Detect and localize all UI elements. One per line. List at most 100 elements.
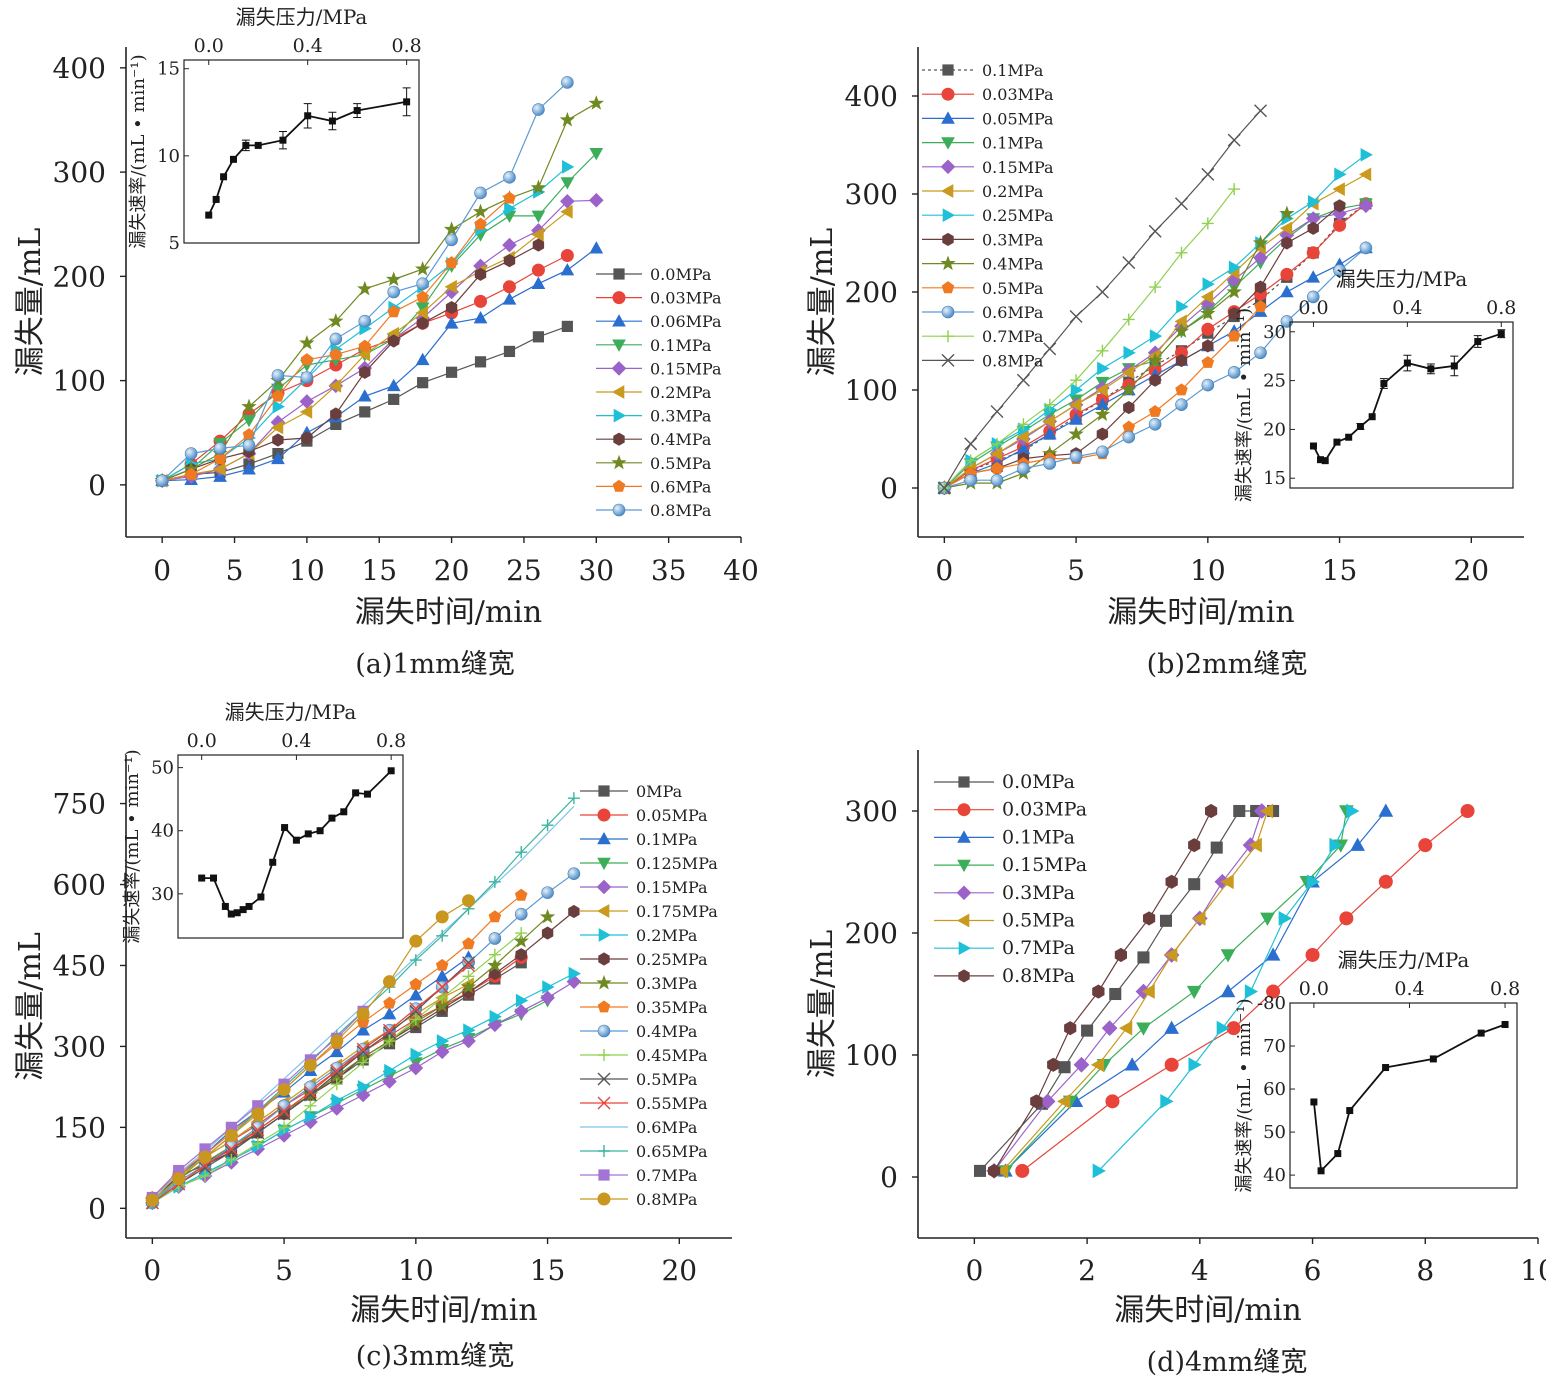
data-point	[1123, 401, 1135, 415]
data-point	[304, 1099, 317, 1112]
legend-label: 0.2MPa	[636, 926, 698, 945]
legend-marker	[611, 454, 627, 470]
data-point	[408, 988, 423, 1001]
data-point	[1333, 264, 1346, 277]
inset-x-tick-label: 0.0	[187, 730, 217, 752]
legend-marker	[941, 305, 955, 319]
data-point	[1043, 398, 1056, 411]
data-point	[272, 399, 285, 414]
inset-point	[1321, 457, 1329, 465]
data-point	[474, 186, 487, 200]
data-point	[445, 256, 458, 269]
data-point	[224, 1142, 238, 1156]
legend-marker	[598, 928, 612, 942]
legend-marker	[956, 913, 970, 928]
data-point	[1360, 147, 1373, 162]
series-2	[155, 241, 604, 487]
data-point	[172, 1172, 186, 1186]
data-point	[435, 958, 449, 971]
data-point	[303, 1088, 317, 1102]
data-point	[299, 335, 315, 350]
data-point	[531, 263, 545, 277]
data-point	[515, 993, 529, 1008]
data-point	[473, 311, 488, 324]
data-point	[1015, 1163, 1030, 1178]
series-line	[1021, 810, 1468, 1172]
inset-point	[1382, 1064, 1390, 1072]
x-tick-label: 20	[661, 1254, 697, 1287]
legend-marker	[613, 432, 625, 446]
inset-point	[1380, 380, 1388, 388]
data-point	[382, 1007, 397, 1020]
y-axis-label: 漏失量/mL	[805, 930, 840, 1079]
series-line	[943, 188, 1235, 489]
series-line	[151, 873, 575, 1204]
y-tick-label: 0	[880, 472, 898, 505]
data-point	[1418, 838, 1433, 853]
data-point	[588, 95, 605, 110]
inset-point	[363, 790, 371, 798]
data-point	[224, 1128, 238, 1142]
data-point	[489, 967, 501, 981]
data-point	[435, 969, 450, 982]
x-tick-label: 5	[1067, 554, 1085, 587]
legend-label: 0.5MPa	[650, 454, 712, 473]
data-point	[277, 1104, 291, 1118]
legend-label: 0.05MPa	[636, 806, 708, 825]
data-point	[1220, 949, 1236, 963]
series-line	[161, 102, 597, 482]
legend-label: 0.25MPa	[982, 206, 1054, 225]
data-point	[1122, 313, 1135, 326]
legend-label: 0.65MPa	[636, 1142, 708, 1161]
inset-point	[221, 902, 229, 910]
data-point	[1141, 984, 1155, 999]
x-tick-label: 0	[935, 554, 953, 587]
data-point	[1095, 285, 1109, 299]
data-point	[1350, 837, 1365, 851]
data-point	[588, 192, 604, 208]
inset-point	[269, 858, 277, 866]
data-point	[382, 1023, 396, 1037]
data-point	[1306, 290, 1320, 304]
data-point	[1143, 911, 1156, 926]
inset-point	[328, 117, 336, 125]
data-point	[474, 267, 487, 281]
data-point	[502, 280, 516, 294]
x-tick-label: 25	[506, 554, 542, 587]
data-point	[1137, 951, 1150, 964]
data-point	[990, 405, 1004, 419]
data-point	[541, 886, 554, 899]
inset-point	[1317, 1167, 1325, 1175]
legend-label: 0.06MPa	[650, 312, 722, 331]
data-point	[1149, 281, 1162, 294]
data-point	[213, 452, 227, 465]
data-point	[1188, 1057, 1202, 1073]
x-tick-label: 15	[361, 554, 397, 587]
inset-frame	[1289, 321, 1514, 489]
data-point	[383, 1035, 396, 1048]
data-point	[531, 276, 546, 289]
data-point	[434, 1044, 450, 1060]
data-point	[1228, 307, 1240, 321]
data-point	[1329, 837, 1343, 853]
data-point	[1057, 1094, 1071, 1109]
data-point	[409, 977, 423, 990]
data-point	[1047, 1057, 1060, 1072]
data-point	[1227, 329, 1241, 342]
data-point	[1101, 1020, 1118, 1037]
data-point	[1039, 1093, 1056, 1110]
series-7	[988, 803, 1218, 1178]
data-point	[461, 1033, 476, 1049]
data-point	[444, 279, 457, 294]
inset-y-axis-label: 漏失速率/(mL • min⁻¹)	[122, 749, 143, 943]
inset-point	[1356, 422, 1364, 430]
data-point	[330, 1066, 344, 1080]
data-point	[1081, 1024, 1094, 1037]
data-point	[489, 1009, 502, 1024]
data-point	[515, 948, 527, 962]
data-point	[382, 975, 396, 989]
legend-marker	[597, 1072, 611, 1086]
chart-panel-a: 0 5 10 15 20 25 30 35 400100200300400漏失时间/min漏失量…	[13, 5, 759, 630]
x-axis-label: 漏失时间/min	[355, 595, 542, 630]
